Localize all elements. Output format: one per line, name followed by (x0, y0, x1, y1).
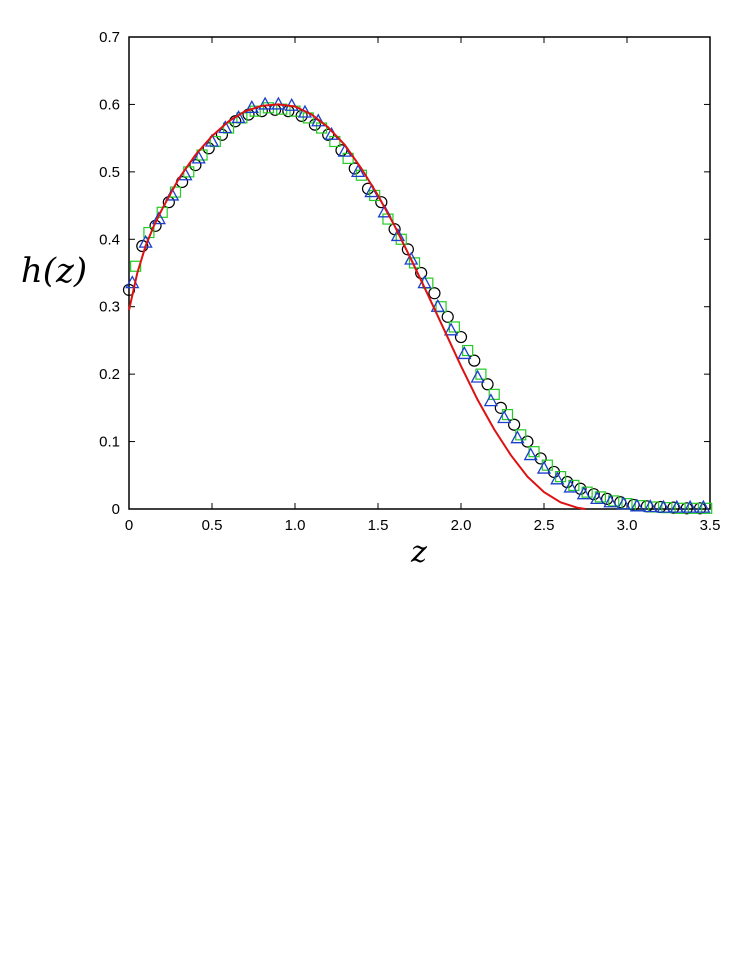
x-tick-label: 2.0 (451, 517, 472, 534)
series-line (128, 103, 586, 510)
data-point-circle (202, 142, 215, 155)
data-point-square (701, 502, 713, 514)
data-point-triangle (563, 479, 578, 493)
data-point-triangle (483, 393, 498, 407)
y-tick-label: 0.5 (99, 164, 120, 181)
data-point-circle (534, 452, 547, 465)
y-tick-label: 0.6 (99, 96, 120, 113)
data-point-triangle (497, 410, 512, 424)
data-point-circle (322, 128, 335, 141)
data-point-square (674, 502, 686, 514)
y-tick-label: 0.7 (99, 29, 120, 46)
data-point-circle (441, 310, 454, 323)
data-point-square (687, 502, 700, 514)
x-tick-label: 3.0 (617, 517, 638, 534)
data-point-triangle (457, 346, 472, 360)
data-point-triangle (191, 150, 206, 164)
data-point-triangle (430, 298, 445, 312)
y-tick-label: 0.1 (99, 434, 120, 451)
data-point-triangle (390, 228, 406, 242)
data-point-triangle (603, 494, 618, 508)
y-tick-label: 0 (112, 501, 120, 518)
data-point-triangle (470, 369, 485, 383)
ticks: 0 0.5 1.0 1.5 2.0 2.5 3.0 3.5 0 0.1 0.2 0.3 0.4 0.5 0.… (99, 29, 720, 534)
data-point-triangle (669, 499, 684, 513)
y-axis-label: h(z) (21, 251, 87, 291)
data-point-triangle (443, 322, 459, 336)
data-point-circle (215, 128, 229, 141)
data-point-triangle (536, 460, 552, 474)
data-point-triangle (297, 104, 313, 118)
data-point-circle (189, 159, 202, 172)
series-layer (122, 96, 713, 515)
data-point-triangle (258, 96, 273, 110)
series-circle (122, 103, 707, 515)
series-square (130, 102, 713, 514)
data-point-circle (375, 196, 388, 209)
x-tick-label: 3.5 (700, 517, 721, 534)
data-point-square (608, 495, 620, 507)
data-point-circle (468, 354, 481, 367)
data-point-square (594, 491, 607, 503)
data-point-triangle (682, 499, 698, 513)
data-point-triangle (523, 447, 538, 461)
data-point-circle (428, 287, 441, 300)
data-point-triangle (616, 496, 631, 510)
data-point-circle (282, 105, 295, 118)
data-point-square (329, 135, 341, 148)
data-point-circle (481, 378, 494, 391)
data-point-square (130, 260, 142, 272)
data-point-triangle (656, 499, 671, 513)
data-point-circle (454, 330, 468, 344)
data-point-triangle (696, 499, 711, 513)
data-point-triangle (311, 113, 326, 127)
data-point-triangle (576, 486, 591, 500)
data-point-triangle (404, 251, 419, 265)
data-point-circle (242, 108, 255, 121)
data-point-triangle (151, 211, 166, 225)
x-tick-label: 1.5 (368, 517, 389, 534)
data-point-triangle (510, 430, 525, 444)
x-tick-label: 0.5 (202, 517, 223, 534)
data-point-triangle (590, 491, 605, 505)
plot-frame (128, 36, 711, 510)
data-point-triangle (550, 471, 565, 485)
y-tick-label: 0.4 (99, 231, 120, 248)
data-point-square (581, 486, 593, 498)
series-triangle (125, 96, 711, 513)
data-point-square (568, 479, 580, 491)
data-point-circle (494, 401, 507, 414)
x-tick-label: 0 (125, 517, 133, 534)
data-point-circle (308, 118, 322, 131)
x-axis-label: z (410, 535, 427, 570)
data-point-circle (667, 501, 680, 514)
data-point-triangle (643, 499, 658, 513)
data-point-circle (521, 435, 534, 448)
data-point-circle (508, 418, 521, 431)
x-tick-label: 1.0 (285, 517, 306, 534)
x-tick-label: 2.5 (534, 517, 555, 534)
y-tick-label: 0.2 (99, 366, 120, 383)
y-tick-label: 0.3 (99, 299, 120, 316)
data-point-triangle (244, 99, 259, 113)
data-point-triangle (271, 96, 286, 110)
data-point-circle (136, 239, 149, 253)
data-point-triangle (350, 163, 366, 178)
fit-curve (128, 103, 586, 510)
data-point-triangle (629, 498, 645, 512)
